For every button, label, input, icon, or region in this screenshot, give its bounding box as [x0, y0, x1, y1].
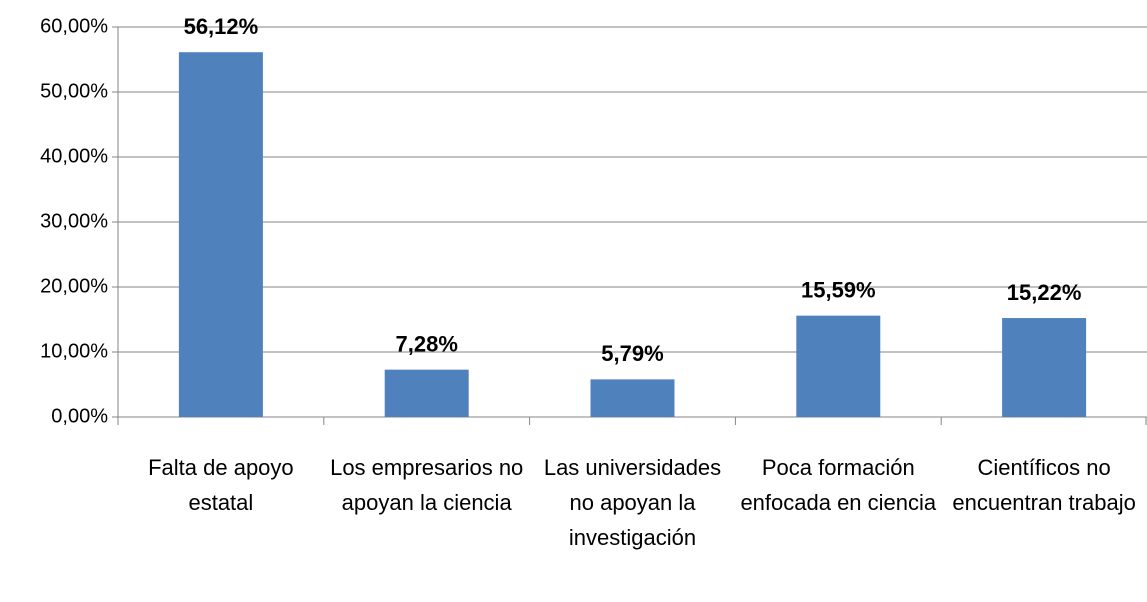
value-label: 7,28% [396, 331, 458, 356]
x-tick-label: Los empresarios no apoyan la ciencia [330, 455, 524, 515]
x-tick-label: Científicos no encuentran trabajo [952, 455, 1136, 515]
value-label: 56,12% [184, 14, 259, 39]
value-label: 15,22% [1007, 280, 1082, 305]
bar [1002, 318, 1087, 417]
y-tick-label: 50,00% [40, 80, 108, 102]
bar [178, 52, 263, 417]
value-label: 5,79% [601, 341, 663, 366]
y-tick-label: 30,00% [40, 210, 108, 232]
x-tick-label: Las universidades no apoyan la investiga… [543, 455, 722, 550]
y-tick-label: 20,00% [40, 275, 108, 297]
y-tick-label: 60,00% [40, 15, 108, 37]
y-tick-label: 40,00% [40, 145, 108, 167]
bar [796, 315, 881, 417]
bar [590, 379, 675, 417]
value-label: 15,59% [801, 277, 876, 302]
y-tick-label: 10,00% [40, 340, 108, 362]
x-tick-label: Falta de apoyo estatal [148, 455, 294, 515]
x-tick-label: Poca formación enfocada en ciencia [740, 455, 937, 515]
bar [384, 369, 469, 417]
y-tick-label: 0,00% [51, 405, 108, 427]
